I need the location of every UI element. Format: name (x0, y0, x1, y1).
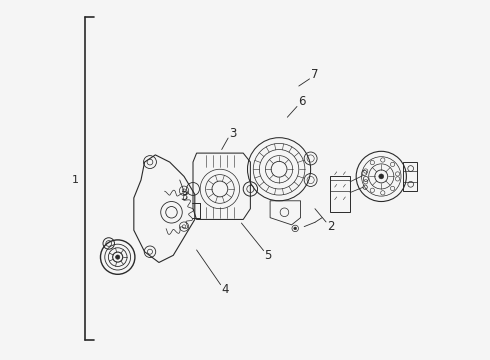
Circle shape (379, 174, 384, 179)
Text: 7: 7 (311, 68, 318, 81)
Text: 3: 3 (180, 190, 188, 203)
Text: 6: 6 (298, 95, 305, 108)
Text: 5: 5 (265, 249, 272, 262)
Circle shape (294, 227, 296, 230)
Circle shape (116, 255, 120, 259)
Text: 1: 1 (72, 175, 79, 185)
Text: 4: 4 (221, 283, 229, 296)
Text: 2: 2 (327, 220, 335, 233)
Text: 3: 3 (229, 127, 236, 140)
